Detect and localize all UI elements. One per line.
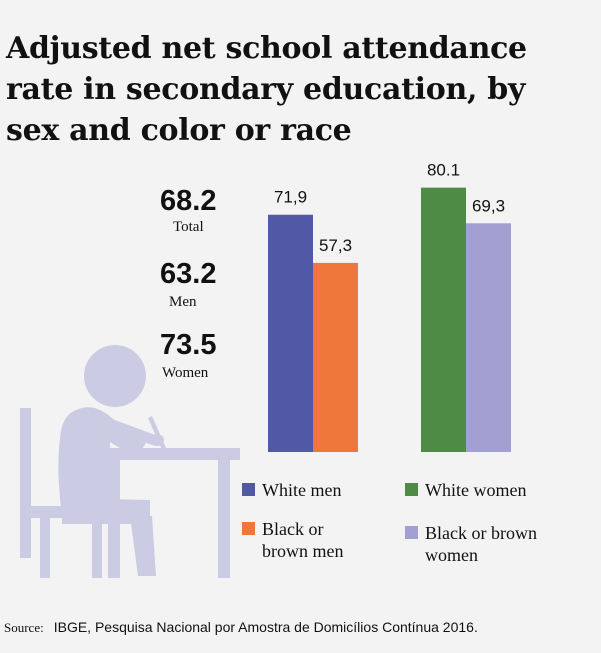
legend-item-white-women: White women [405, 479, 526, 501]
legend-item-white-men: White men [242, 479, 341, 501]
bar-chart: 71,9 57,3 80.1 69,3 [268, 161, 511, 453]
bar-value-label: 80.1 [427, 161, 460, 180]
stat-men-value: 63.2 [160, 258, 217, 290]
legend-label: White men [262, 480, 342, 500]
bar-value-label: 69,3 [472, 196, 505, 215]
legend-label: Black or brown women [425, 523, 537, 565]
legend-item-black-or-brown-men: Black or brown men [242, 518, 343, 562]
stat-women-value: 73.5 [160, 329, 217, 361]
bar-white-men [268, 214, 313, 452]
bar-white-women [421, 187, 466, 453]
bar-black-or-brown-men [313, 262, 358, 452]
legend-item-black-or-brown-women: Black or brown women [405, 522, 537, 566]
stat-men-label: Men [169, 294, 197, 310]
legend-swatch [405, 526, 418, 539]
source-label: Source: [4, 620, 44, 635]
bar-black-or-brown-women [466, 223, 511, 452]
legend-swatch [242, 522, 255, 535]
student-illustration [20, 345, 240, 578]
bar-value-label: 71,9 [274, 188, 307, 207]
source-note: Source: IBGE, Pesquisa Nacional por Amos… [4, 619, 478, 636]
legend-swatch [405, 483, 418, 496]
source-text: IBGE, Pesquisa Nacional por Amostra de D… [53, 619, 478, 635]
bar-value-label: 57,3 [319, 236, 352, 255]
legend-label: White women [425, 480, 527, 500]
legend-swatch [242, 483, 255, 496]
legend-label: Black or brown men [262, 519, 344, 561]
stat-total-value: 68.2 [160, 185, 217, 217]
stat-total-label: Total [173, 219, 204, 235]
stat-women-label: Women [162, 365, 209, 381]
chart-title: Adjusted net school attendance rate in s… [6, 31, 527, 148]
